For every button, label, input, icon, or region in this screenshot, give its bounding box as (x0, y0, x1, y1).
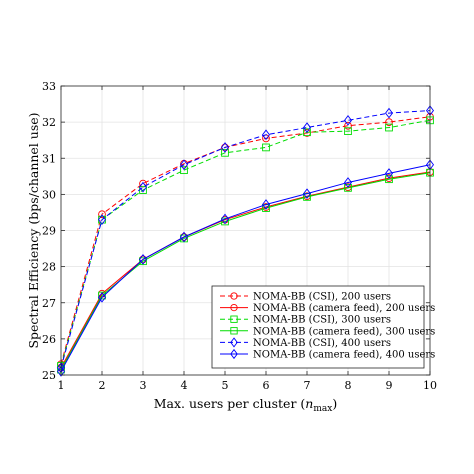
legend-item: NOMA-BB (camera feed), 400 users (220, 348, 435, 361)
data-point-diamond (302, 188, 312, 199)
data-point-diamond (97, 214, 107, 226)
data-point-diamond (138, 181, 148, 193)
series-line (60, 171, 431, 369)
y-tick-label: 33 (42, 80, 56, 93)
data-point-diamond (220, 142, 230, 153)
legend-label: NOMA-BB (CSI), 300 users (253, 315, 391, 326)
series-line (60, 110, 431, 368)
y-tick-label: 27 (42, 297, 56, 310)
x-tick-label: 7 (304, 379, 311, 392)
series-layer (56, 105, 435, 377)
x-tick-label: 4 (181, 379, 188, 392)
data-point-diamond (138, 254, 148, 265)
data-point-square (180, 166, 188, 175)
y-tick-label: 30 (42, 188, 56, 201)
x-tick-label: 6 (263, 379, 270, 392)
data-point-diamond (97, 291, 107, 303)
x-axis-label: Max. users per cluster (nmax) (154, 396, 337, 414)
legend-label: NOMA-BB (camera feed), 200 users (253, 303, 435, 314)
y-tick-label: 29 (42, 225, 56, 238)
data-point-diamond (179, 231, 189, 243)
legend-item: NOMA-BB (CSI), 400 users (220, 337, 391, 349)
data-point-square (385, 175, 393, 184)
data-point-square (230, 315, 238, 323)
x-tick-label: 5 (222, 379, 229, 392)
x-tick-label: 9 (386, 379, 393, 392)
legend-item: NOMA-BB (CSI), 200 users (220, 292, 391, 303)
legend-label: NOMA-BB (CSI), 200 users (253, 292, 391, 303)
y-tick-label: 28 (42, 261, 56, 274)
data-point-diamond (261, 199, 271, 210)
y-axis-label: Spectral Efficiency (bps/channel use) (26, 112, 41, 348)
data-point-diamond (343, 177, 353, 188)
series-line (60, 164, 431, 372)
data-point-square (303, 128, 311, 137)
data-point-diamond (261, 129, 271, 141)
data-point-square (344, 184, 352, 192)
data-point-square (344, 127, 352, 136)
data-point-square (221, 217, 229, 226)
data-point-diamond (230, 348, 238, 360)
legend-label: NOMA-BB (CSI), 400 users (253, 338, 391, 349)
y-tick-label: 32 (42, 116, 56, 129)
legend-label: NOMA-BB (camera feed), 300 users (253, 326, 435, 337)
x-tick-label: 2 (99, 379, 106, 392)
data-point-diamond (384, 168, 394, 179)
legend-item: NOMA-BB (camera feed), 300 users (220, 326, 435, 337)
x-tick-label: 3 (140, 379, 147, 392)
data-point-square (262, 143, 270, 152)
data-point-diamond (56, 366, 66, 377)
x-tick-label: 1 (58, 379, 65, 392)
data-point-square (385, 123, 393, 132)
x-tick-label: 8 (345, 379, 352, 392)
data-point-square (221, 148, 229, 157)
y-tick-label: 31 (42, 152, 56, 165)
data-point-diamond (302, 122, 312, 133)
data-point-diamond (230, 337, 238, 348)
data-point-circle (230, 303, 238, 312)
data-point-circle (344, 121, 352, 130)
x-tick-label: 10 (423, 379, 437, 392)
data-point-diamond (179, 159, 189, 171)
data-point-circle (230, 292, 238, 300)
data-point-diamond (220, 213, 230, 225)
ticks: 1 2 3 4 5 6 7 8 9 10 25 26 27 28 29 30 31 32 33 (42, 80, 437, 392)
y-tick-label: 25 (42, 369, 56, 382)
data-point-circle (385, 118, 393, 126)
data-point-square (230, 327, 238, 335)
legend-item: NOMA-BB (CSI), 300 users (220, 315, 391, 326)
legend-item: NOMA-BB (camera feed), 200 users (220, 303, 435, 314)
data-point-circle (98, 210, 106, 219)
data-point-diamond (384, 107, 394, 119)
series-line (60, 119, 431, 367)
data-point-diamond (343, 114, 353, 126)
legend-label: NOMA-BB (camera feed), 400 users (253, 350, 435, 361)
y-tick-label: 26 (42, 333, 56, 346)
series-6 (56, 159, 435, 377)
series-line (60, 116, 431, 365)
